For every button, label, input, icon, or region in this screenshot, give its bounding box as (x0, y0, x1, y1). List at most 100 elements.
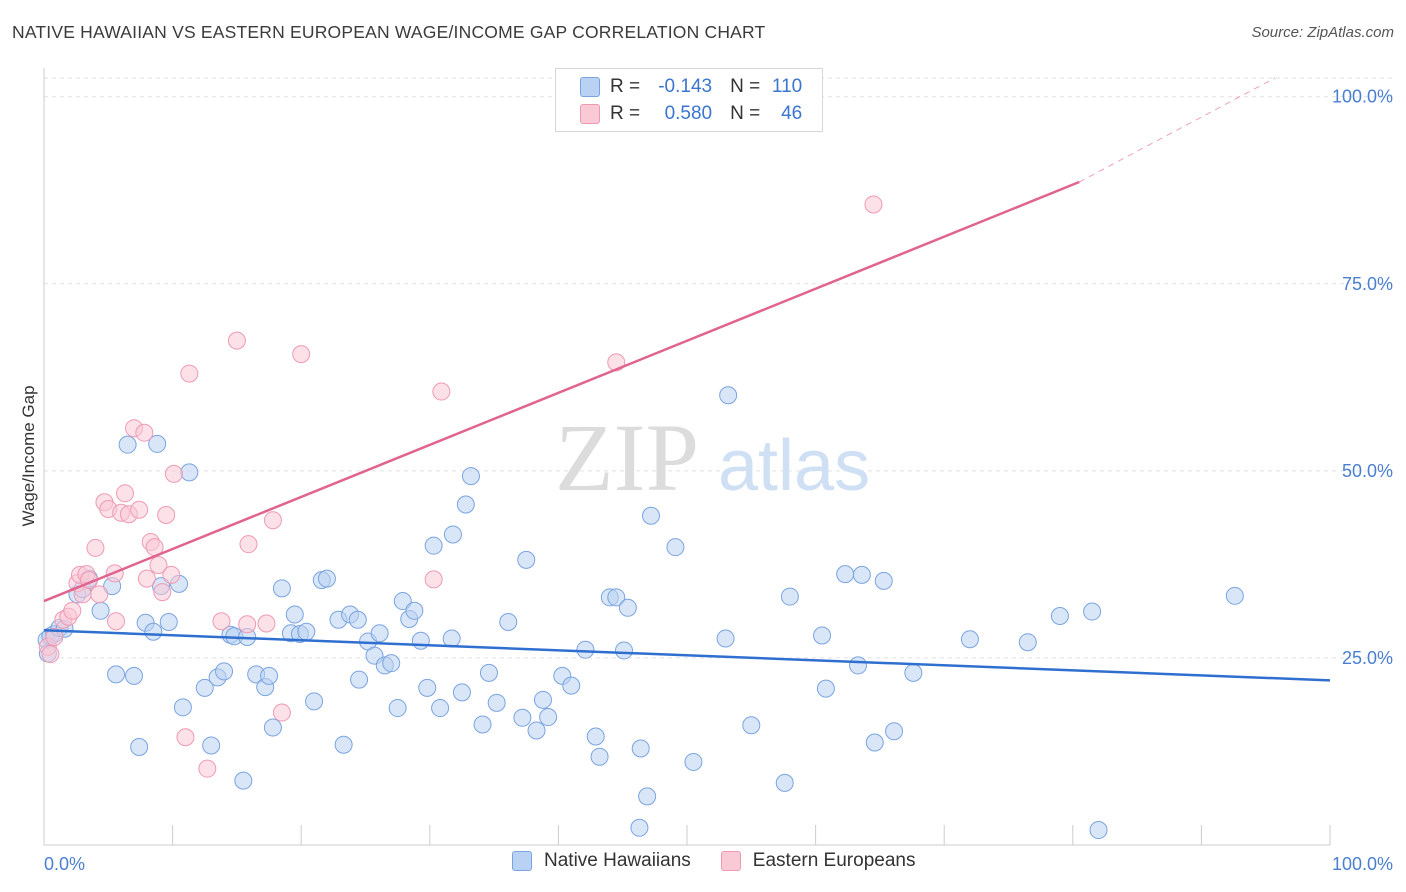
trend-line-eastern-europeans (43, 180, 1080, 603)
point-native-hawaiians (684, 752, 703, 771)
watermark-zip: ZIP (555, 404, 699, 511)
point-native-hawaiians (618, 598, 637, 617)
tick-labels: 25.0% 50.0% 75.0% 100.0% 0.0% 100.0% (44, 87, 1393, 874)
point-eastern-europeans (130, 500, 149, 519)
point-native-hawaiians (350, 670, 369, 689)
point-native-hawaiians (180, 463, 199, 482)
point-native-hawaiians (411, 631, 430, 650)
point-native-hawaiians (716, 629, 735, 648)
point-native-hawaiians (443, 525, 462, 544)
point-native-hawaiians (638, 787, 657, 806)
point-native-hawaiians (960, 630, 979, 649)
point-native-hawaiians (586, 727, 605, 746)
correlation-legend: R = -0.143 N = 110 R = 0.580 N = 46 (555, 68, 823, 132)
point-native-hawaiians (775, 773, 794, 792)
point-native-hawaiians (874, 571, 893, 590)
point-native-hawaiians (533, 690, 552, 709)
point-native-hawaiians (405, 601, 424, 620)
point-native-hawaiians (816, 679, 835, 698)
point-native-hawaiians (202, 736, 221, 755)
point-eastern-europeans (164, 464, 183, 483)
point-native-hawaiians (370, 624, 389, 643)
point-native-hawaiians (1018, 633, 1037, 652)
point-eastern-europeans (116, 484, 135, 503)
point-eastern-europeans (424, 570, 443, 589)
watermark-atlas: atlas (718, 426, 870, 506)
chart-title: NATIVE HAWAIIAN VS EASTERN EUROPEAN WAGE… (12, 22, 766, 42)
point-native-hawaiians (107, 665, 126, 684)
axes (43, 68, 1331, 846)
point-native-hawaiians (388, 699, 407, 718)
point-native-hawaiians (719, 386, 738, 405)
point-native-hawaiians (431, 699, 450, 718)
point-native-hawaiians (334, 735, 353, 754)
point-eastern-europeans (238, 615, 257, 634)
point-native-hawaiians (195, 678, 214, 697)
y-tick-label: 75.0% (1342, 274, 1393, 294)
point-eastern-europeans (137, 569, 156, 588)
point-eastern-europeans (432, 382, 451, 401)
point-native-hawaiians (865, 733, 884, 752)
point-native-hawaiians (144, 622, 163, 641)
trend-lines (43, 77, 1331, 682)
point-native-hawaiians (148, 434, 167, 453)
point-eastern-europeans (263, 511, 282, 530)
point-native-hawaiians (263, 718, 282, 737)
point-eastern-europeans (272, 703, 291, 722)
point-native-hawaiians (641, 506, 660, 525)
point-eastern-europeans (162, 565, 181, 584)
point-native-hawaiians (452, 683, 471, 702)
trend-extension-eastern-europeans (1078, 77, 1276, 183)
series-swatch-pink (720, 851, 741, 871)
trend-line-native-hawaiians (43, 628, 1331, 682)
point-native-hawaiians (885, 722, 904, 741)
legend-n-value: 110 (771, 76, 803, 97)
grid-lines (44, 77, 1395, 659)
data-points (37, 195, 1244, 840)
point-native-hawaiians (393, 592, 412, 611)
point-eastern-europeans (157, 506, 176, 525)
legend-swatch-blue (580, 77, 600, 97)
legend-n-label: N = (730, 103, 761, 124)
watermark: ZIP atlas (555, 404, 870, 511)
point-native-hawaiians (297, 622, 316, 641)
point-native-hawaiians (479, 663, 498, 682)
point-native-hawaiians (118, 435, 137, 454)
point-native-hawaiians (305, 692, 324, 711)
point-native-hawaiians (852, 565, 871, 584)
point-native-hawaiians (215, 662, 234, 681)
point-native-hawaiians (849, 656, 868, 675)
point-eastern-europeans (135, 423, 154, 442)
point-native-hawaiians (576, 640, 595, 659)
point-eastern-europeans (176, 728, 195, 747)
point-native-hawaiians (473, 715, 492, 734)
point-native-hawaiians (461, 467, 480, 486)
point-native-hawaiians (285, 605, 304, 624)
series-legend-eastern-europeans[interactable]: Eastern Europeans (720, 850, 916, 872)
point-native-hawaiians (442, 629, 461, 648)
source-label: Source: ZipAtlas.com (1251, 24, 1394, 41)
point-eastern-europeans (90, 585, 109, 604)
point-native-hawaiians (614, 641, 633, 660)
point-native-hawaiians (348, 610, 367, 629)
series-legend-native-hawaiians[interactable]: Native Hawaiians (512, 850, 691, 872)
legend-swatch-pink (580, 104, 600, 124)
legend-n-label: N = (730, 76, 761, 97)
point-eastern-europeans (212, 612, 231, 631)
point-native-hawaiians (666, 538, 685, 557)
series-legend-label: Eastern Europeans (752, 850, 916, 871)
point-eastern-europeans (198, 759, 217, 778)
y-tick-label: 100.0% (1332, 87, 1393, 107)
point-native-hawaiians (527, 721, 546, 740)
point-eastern-europeans (63, 601, 82, 620)
legend-r-label: R = (610, 103, 641, 124)
series-legend: Native Hawaiians Eastern Europeans (512, 850, 945, 872)
point-native-hawaiians (173, 698, 192, 717)
point-native-hawaiians (424, 536, 443, 555)
point-native-hawaiians (1225, 586, 1244, 605)
legend-n-value: 46 (781, 103, 803, 124)
legend-r-value: -0.143 (658, 76, 713, 97)
point-native-hawaiians (607, 588, 626, 607)
series-legend-label: Native Hawaiians (544, 850, 691, 871)
point-native-hawaiians (260, 666, 279, 685)
